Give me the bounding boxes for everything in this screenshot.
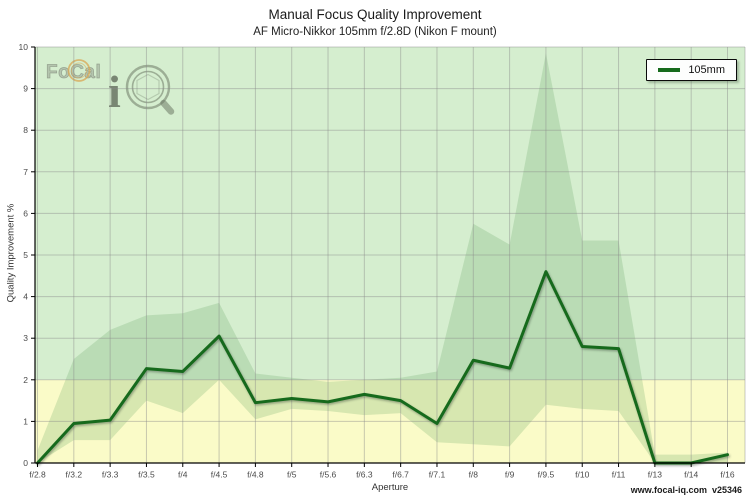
y-tick-label: 2	[23, 375, 28, 385]
legend-item-105mm[interactable]: 105mm	[646, 59, 737, 81]
x-tick-label: f/6.7	[392, 470, 409, 480]
x-tick-label: f/4	[178, 470, 188, 480]
x-tick-label: f/4.8	[247, 470, 264, 480]
x-tick-label: f/3.2	[66, 470, 83, 480]
x-tick-label: f/3.3	[102, 470, 119, 480]
gridlines	[35, 46, 746, 463]
chart-title: Manual Focus Quality Improvement	[268, 7, 482, 22]
tick-labels: 0 1 2 3 4 5 6 7 8 9 10 f/2.8 f/3.2 f/3.3 f/3.5 f/4 f/4.5…	[19, 42, 735, 480]
watermark-c-ring-outer	[67, 59, 91, 82]
x-tick-label: f/11	[612, 470, 626, 480]
x-tick-label: f/8	[469, 470, 479, 480]
y-tick-label: 10	[19, 42, 29, 52]
zone-below-threshold	[35, 379, 745, 463]
focal-iq-watermark: FoCal i	[46, 59, 175, 117]
y-tick-label: 0	[23, 458, 28, 468]
x-tick-label: f/5.6	[320, 470, 337, 480]
site-footer: www.focal-iq.com v25346	[630, 485, 742, 495]
y-tick-label: 4	[23, 292, 28, 302]
watermark-c-ring-inner	[71, 62, 87, 79]
x-tick-label: f/16	[720, 470, 734, 480]
chart-subtitle: AF Micro-Nikkor 105mm f/2.8D (Nikon F mo…	[253, 26, 497, 38]
legend-line-swatch	[658, 68, 681, 72]
y-axis-title: Quality Improvement %	[5, 203, 17, 303]
data-line-105mm	[36, 270, 729, 465]
y-tick-label: 5	[23, 250, 28, 260]
magnifier-icon	[125, 64, 175, 115]
confidence-band	[37, 53, 728, 464]
y-tick-label: 1	[23, 416, 28, 426]
zone-above-threshold	[35, 47, 745, 380]
legend-label: 105mm	[688, 64, 725, 76]
x-axis-title: Aperture	[371, 482, 409, 493]
x-tick-label: f/6.3	[356, 470, 373, 480]
x-tick-label: f/9.5	[538, 470, 555, 480]
x-tick-label: f/7.1	[429, 470, 446, 480]
watermark-i-text: i	[108, 66, 121, 117]
x-tick-label: f/2.8	[29, 470, 46, 480]
background-zones	[35, 47, 745, 463]
x-tick-label: f/10	[575, 470, 589, 480]
y-tick-label: 6	[23, 208, 28, 218]
axes	[31, 46, 745, 467]
x-tick-label: f/5	[287, 470, 297, 480]
x-tick-label: f/13	[648, 470, 662, 480]
x-tick-label: f/3.5	[138, 470, 155, 480]
y-tick-label: 3	[23, 333, 28, 343]
y-tick-label: 9	[23, 84, 28, 94]
x-tick-label: f/14	[684, 470, 698, 480]
y-tick-label: 7	[23, 167, 28, 177]
y-tick-label: 8	[23, 125, 28, 135]
x-tick-label: f/4.5	[211, 470, 228, 480]
x-tick-label: f/9	[505, 470, 515, 480]
